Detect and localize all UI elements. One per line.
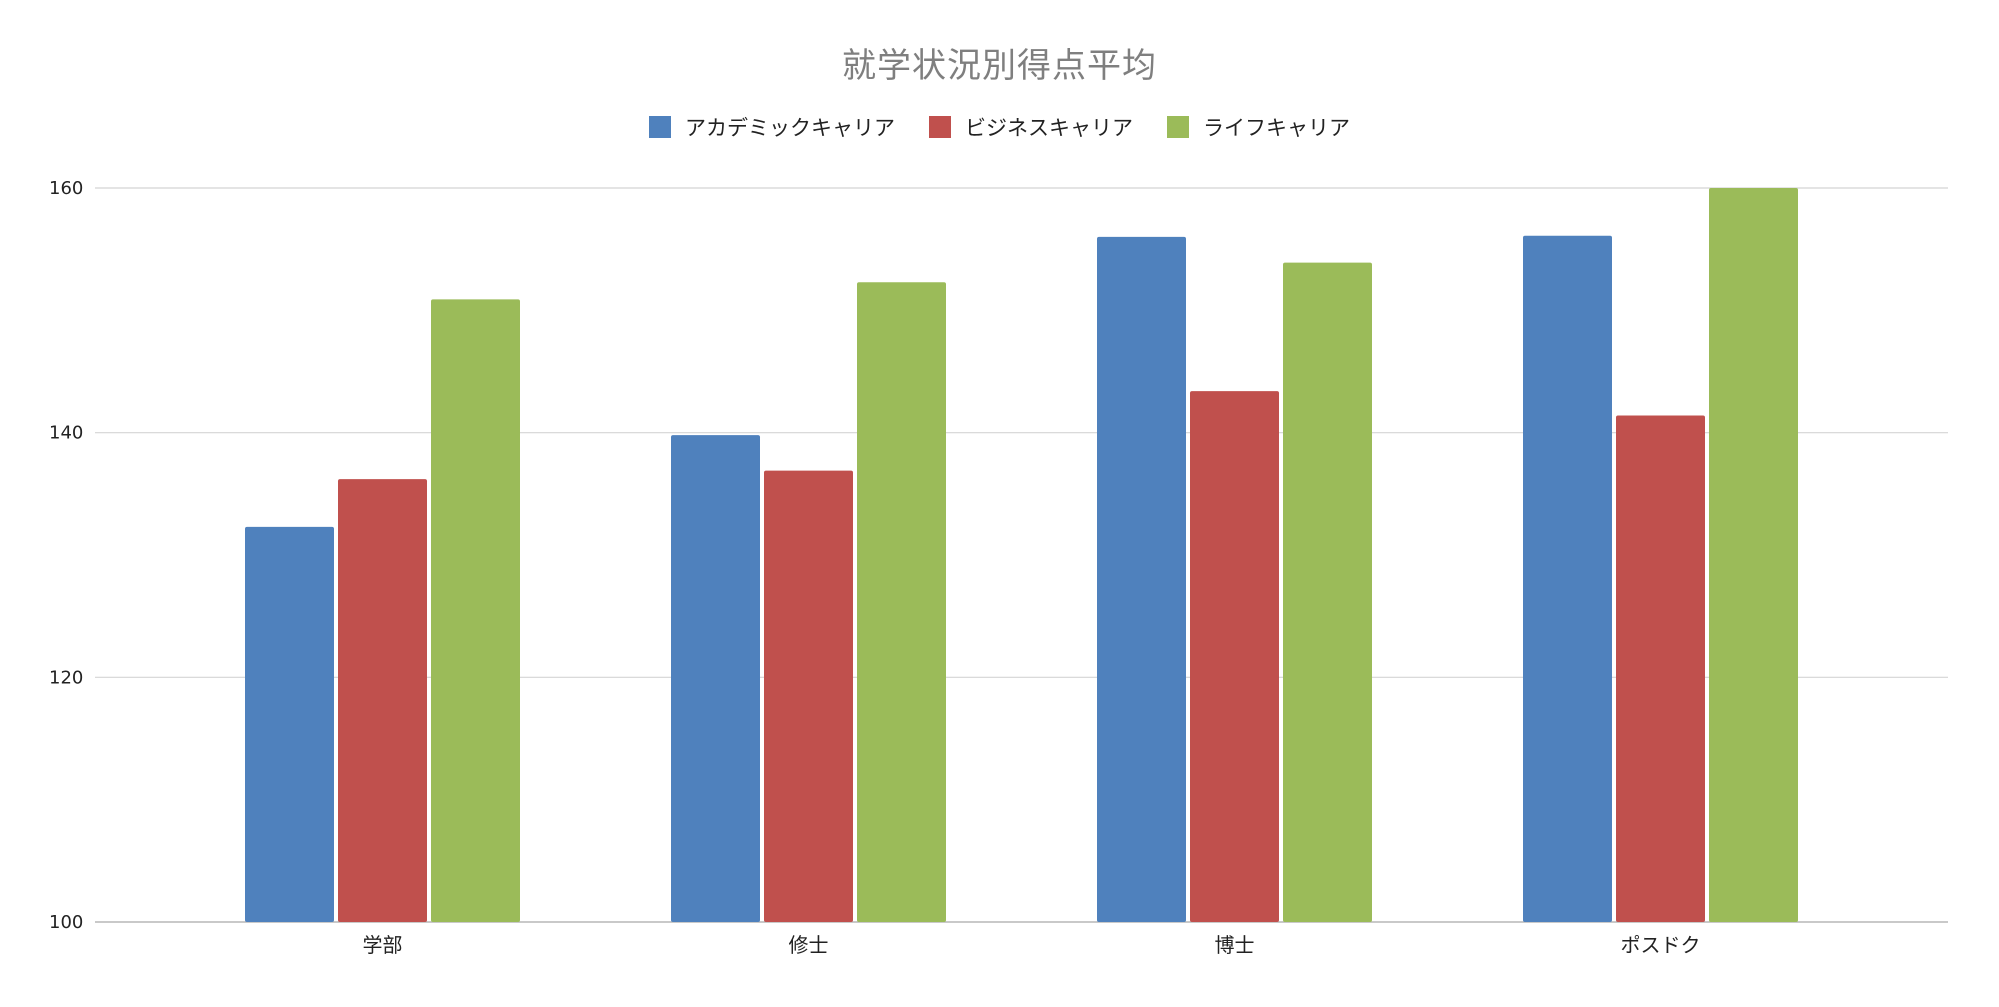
legend-swatch-business bbox=[929, 116, 951, 138]
bar bbox=[1709, 188, 1798, 922]
bar bbox=[245, 526, 334, 922]
legend-item-business: ビジネスキャリア bbox=[929, 112, 1133, 142]
legend-swatch-life bbox=[1167, 116, 1189, 138]
bar bbox=[857, 282, 946, 922]
bar bbox=[1283, 262, 1372, 923]
bar bbox=[764, 470, 853, 922]
bar bbox=[1523, 235, 1612, 922]
y-tick-label: 160 bbox=[49, 178, 83, 199]
legend: アカデミックキャリア ビジネスキャリア ライフキャリア bbox=[0, 112, 1999, 142]
bar bbox=[1190, 391, 1279, 922]
bar bbox=[671, 435, 760, 922]
legend-swatch-academic bbox=[649, 116, 671, 138]
bar bbox=[1616, 415, 1705, 922]
x-tick-label: 博士 bbox=[1215, 933, 1255, 957]
y-tick-label: 100 bbox=[49, 912, 83, 933]
legend-item-academic: アカデミックキャリア bbox=[649, 112, 895, 142]
x-tick-label: 学部 bbox=[363, 933, 403, 957]
legend-label-academic: アカデミックキャリア bbox=[685, 116, 895, 140]
x-tick-label: 修士 bbox=[789, 933, 829, 957]
legend-item-life: ライフキャリア bbox=[1167, 112, 1350, 142]
bar bbox=[1097, 236, 1186, 922]
legend-label-life: ライフキャリア bbox=[1203, 116, 1350, 140]
bar bbox=[431, 299, 520, 922]
y-tick-label: 140 bbox=[49, 423, 83, 444]
legend-label-business: ビジネスキャリア bbox=[965, 116, 1133, 140]
bar bbox=[338, 479, 427, 922]
x-tick-label: ポスドク bbox=[1621, 933, 1701, 957]
chart-title: 就学状況別得点平均 bbox=[842, 46, 1157, 86]
y-tick-label: 120 bbox=[49, 667, 83, 688]
